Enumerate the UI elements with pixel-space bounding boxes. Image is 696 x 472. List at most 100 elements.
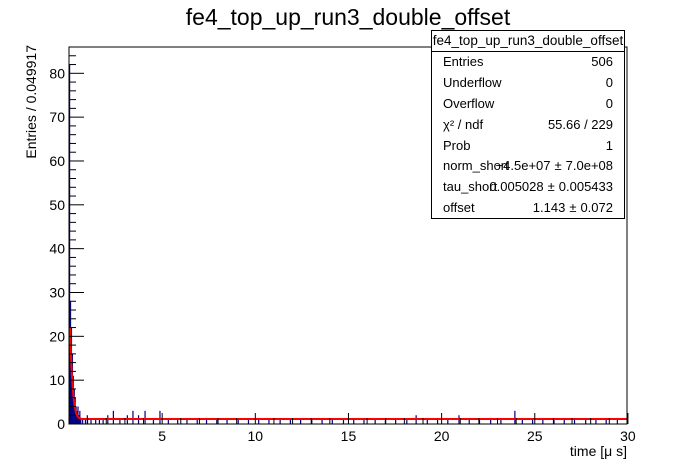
stats-value: 0 <box>606 73 613 94</box>
histogram-bin <box>289 419 291 424</box>
histogram-bin <box>132 410 134 424</box>
histogram-bin <box>84 419 87 424</box>
y-tick-label: 10 <box>49 372 65 388</box>
stats-value-main: −4.5e+07 <box>495 158 551 174</box>
stats-plusminus: ± <box>554 158 562 174</box>
stats-value: 1 <box>606 136 613 157</box>
histogram-bin <box>82 419 84 424</box>
histogram-bin <box>395 419 397 424</box>
chart-title: fe4_top_up_run3_double_offset <box>185 4 511 30</box>
stats-value-main: 1 <box>605 137 613 153</box>
x-tick-label: 30 <box>620 428 636 444</box>
stats-label: Prob <box>443 137 471 153</box>
histogram-bin <box>205 419 208 424</box>
stats-label: offset <box>443 200 475 216</box>
histogram-bin <box>342 419 345 424</box>
histogram-bin <box>500 419 502 424</box>
histogram-bin <box>563 419 565 424</box>
histogram-bin <box>447 419 449 424</box>
histogram-bin <box>167 419 169 424</box>
stats-label: tau_short <box>443 179 498 195</box>
stats-error: 0.005433 <box>558 179 613 195</box>
stats-plusminus: ± <box>569 200 577 216</box>
x-axis-label: time [μ s] <box>570 443 627 459</box>
histogram-bin <box>102 419 104 424</box>
stats-value-main: 1.143 <box>532 200 566 216</box>
stats-value: 0 <box>606 94 613 115</box>
stats-label: norm_short <box>443 158 509 174</box>
stats-label: Overflow <box>443 95 495 111</box>
y-axis-label: Entries / 0.049917 <box>23 45 39 159</box>
histogram-bin <box>521 419 523 424</box>
histogram-bin <box>186 419 188 424</box>
stats-row: norm_short −4.5e+07 ±7.0e+08 <box>432 156 624 177</box>
stats-value: 506 <box>591 52 613 73</box>
y-tick-label: 20 <box>49 328 65 344</box>
histogram-bin <box>490 419 492 424</box>
stats-value-main: 506 <box>591 54 613 69</box>
stats-row: tau_short 0.005028 ±0.005433 <box>432 177 624 198</box>
y-tick-label: 50 <box>49 197 65 213</box>
y-tick-label: 80 <box>49 65 65 81</box>
x-tick-label: 15 <box>341 428 357 444</box>
histogram-bin <box>585 419 587 424</box>
stats-value: 0.005028 ±0.005433 <box>489 177 613 198</box>
histogram-bin <box>605 419 607 424</box>
histogram-bin <box>196 419 198 424</box>
histogram-bin <box>90 419 92 424</box>
stats-row: Underflow 0 <box>432 73 624 94</box>
histogram-bin <box>478 419 481 424</box>
histogram-bin <box>300 419 302 424</box>
histogram-bin <box>144 410 146 424</box>
histogram-bin <box>177 419 179 424</box>
y-tick-label: 70 <box>49 109 65 125</box>
stats-label: Entries <box>443 54 484 69</box>
x-tick-label: 5 <box>158 428 166 444</box>
histogram-bin <box>112 410 114 424</box>
histogram-bin <box>331 419 333 424</box>
y-tick-label: 0 <box>57 416 65 432</box>
histogram-bin <box>216 419 218 424</box>
histogram-bin <box>279 419 281 424</box>
stats-value: −4.5e+07 ±7.0e+08 <box>496 156 613 177</box>
histogram-bin <box>95 419 97 424</box>
histogram-bin <box>258 419 260 424</box>
histogram-bin <box>80 419 82 424</box>
stats-row: Overflow 0 <box>432 94 624 115</box>
histogram-bin <box>152 419 155 424</box>
x-tick-label: 10 <box>248 428 264 444</box>
histogram-bin <box>514 410 516 424</box>
histogram-bin <box>436 419 439 424</box>
y-tick-label: 40 <box>49 241 65 257</box>
histogram-bin <box>406 419 408 424</box>
stats-value-main: 0 <box>605 95 613 111</box>
histogram-bin <box>468 419 470 424</box>
histogram-bin <box>247 419 250 424</box>
x-tick-label: 20 <box>434 428 450 444</box>
stats-row: Entries 506 <box>432 52 624 73</box>
stats-rows: Entries 506 Underflow 0 Overflow 0 χ² / ndf 55.… <box>432 52 624 219</box>
y-tick-label: 30 <box>49 284 65 300</box>
stats-title: fe4_top_up_run3_double_offset <box>432 31 624 52</box>
histogram-bin <box>226 419 228 424</box>
histogram-bin <box>119 419 121 424</box>
stats-value: 55.66 / 229 <box>548 115 613 136</box>
histogram-bin <box>98 419 101 424</box>
stats-plusminus: ± <box>547 179 555 195</box>
histogram-bin <box>542 419 544 424</box>
histogram-bin <box>353 419 355 424</box>
histogram-bin <box>573 419 576 424</box>
histogram-bin <box>76 410 78 424</box>
histogram-bin <box>426 419 428 424</box>
stats-value-main: 55.66 / 229 <box>547 116 613 132</box>
x-tick-label: 25 <box>527 428 543 444</box>
histogram-bin <box>616 419 618 424</box>
y-tick-label: 60 <box>49 153 65 169</box>
histogram-bin <box>268 419 270 424</box>
histogram-bin <box>311 419 313 424</box>
stats-value-main: 0 <box>605 74 613 90</box>
stats-value-main: 0.005028 <box>489 179 544 195</box>
stats-row: Prob 1 <box>432 136 624 157</box>
